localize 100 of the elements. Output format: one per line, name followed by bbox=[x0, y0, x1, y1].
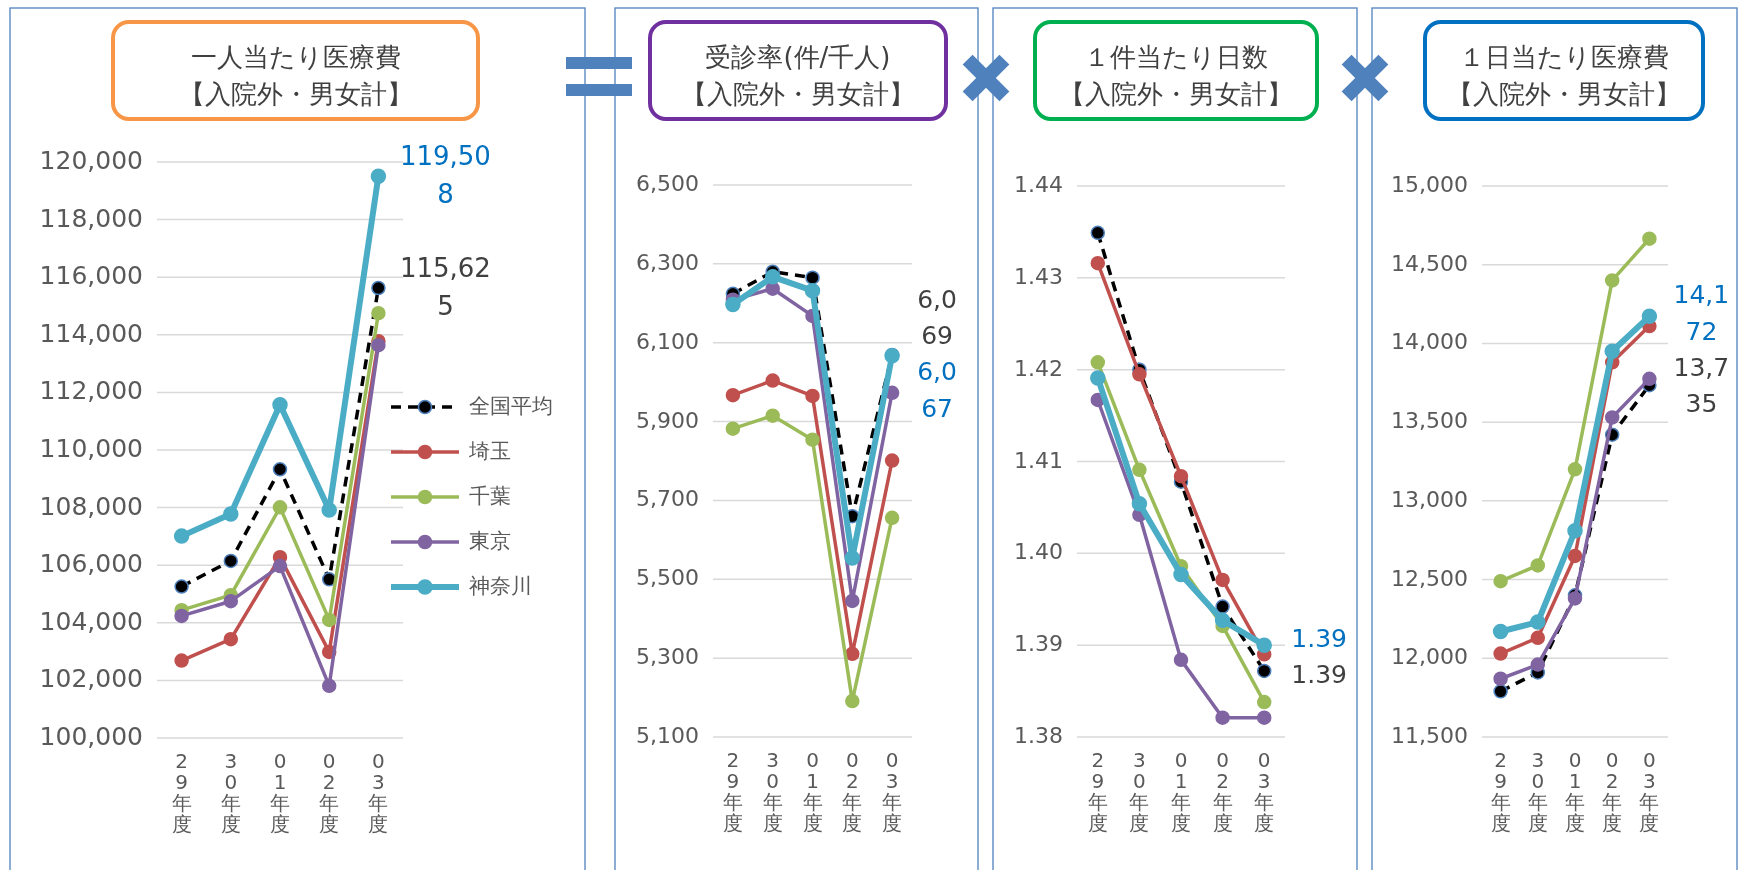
y-tick-label: 1.43 bbox=[1014, 263, 1063, 289]
point bbox=[1090, 255, 1106, 271]
y-tick-label: 5,900 bbox=[636, 407, 699, 433]
x-tick-label: 29年度 bbox=[722, 748, 743, 835]
point bbox=[321, 678, 337, 694]
point bbox=[223, 506, 239, 522]
point bbox=[1173, 566, 1189, 583]
point bbox=[371, 337, 386, 353]
x-tick-label: 30年度 bbox=[220, 749, 241, 836]
x-tick-label: 03年度 bbox=[1639, 748, 1660, 835]
y-tick-label: 104,000 bbox=[39, 606, 143, 636]
x-tick-label: 30年度 bbox=[1527, 748, 1548, 835]
y-tick-label: 15,000 bbox=[1391, 172, 1468, 197]
point bbox=[1493, 671, 1508, 686]
y-tick-label: 6,300 bbox=[636, 249, 699, 275]
y-tick-label: 112,000 bbox=[39, 376, 143, 406]
chart-subtitle: 【入院外・男女計】 bbox=[681, 78, 915, 109]
point bbox=[1530, 558, 1546, 573]
data-label: 115,625 bbox=[399, 252, 491, 321]
y-tick-label: 5,700 bbox=[636, 486, 699, 512]
y-tick-label: 6,500 bbox=[636, 171, 699, 196]
point bbox=[1493, 573, 1508, 589]
y-tick-label: 13,500 bbox=[1391, 408, 1468, 434]
y-tick-label: 5,100 bbox=[636, 723, 699, 748]
point bbox=[1132, 367, 1147, 382]
point bbox=[1256, 694, 1272, 710]
x-tick-label: 03年度 bbox=[368, 749, 389, 836]
point bbox=[223, 631, 239, 647]
y-tick-label: 1.44 bbox=[1014, 172, 1063, 197]
y-tick-label: 6,100 bbox=[636, 328, 699, 354]
point bbox=[1493, 684, 1508, 699]
y-tick-label: 118,000 bbox=[39, 203, 143, 233]
point bbox=[1215, 572, 1230, 588]
data-label: 119,508 bbox=[399, 140, 491, 209]
point bbox=[725, 296, 741, 313]
x-tick-label: 29年度 bbox=[1087, 748, 1108, 835]
data-label: 1.39 bbox=[1291, 623, 1348, 653]
x-tick-label: 03年度 bbox=[882, 748, 903, 835]
point bbox=[1604, 410, 1620, 425]
point bbox=[725, 387, 741, 403]
x-tick-label: 01年度 bbox=[270, 749, 290, 836]
x-tick-label: 02年度 bbox=[842, 748, 863, 835]
y-tick-label: 120,000 bbox=[39, 146, 143, 175]
chart-subtitle: 【入院外・男女計】 bbox=[1447, 78, 1681, 109]
y-tick-label: 1.39 bbox=[1014, 631, 1063, 657]
point bbox=[321, 502, 337, 518]
y-tick-label: 106,000 bbox=[39, 549, 143, 579]
point bbox=[272, 462, 288, 477]
point bbox=[1215, 710, 1230, 725]
point bbox=[371, 280, 386, 296]
point bbox=[1641, 308, 1658, 325]
point bbox=[1090, 225, 1106, 241]
point bbox=[765, 408, 780, 423]
point bbox=[223, 553, 239, 569]
legend-label: 神奈川 bbox=[469, 574, 532, 598]
point bbox=[725, 421, 741, 436]
chart-title: 一人当たり医療費 bbox=[190, 41, 401, 72]
point bbox=[1567, 462, 1583, 477]
point bbox=[844, 550, 861, 566]
point bbox=[1131, 495, 1148, 512]
data-label: 6,067 bbox=[917, 357, 957, 423]
point bbox=[1530, 630, 1546, 646]
point bbox=[1256, 663, 1272, 679]
chart-subtitle: 【入院外・男女計】 bbox=[1059, 78, 1293, 109]
x-tick-label: 02年度 bbox=[319, 749, 340, 836]
point bbox=[1604, 273, 1620, 288]
point bbox=[272, 397, 288, 413]
y-tick-label: 1.41 bbox=[1014, 447, 1063, 473]
point bbox=[845, 646, 860, 662]
point bbox=[1492, 623, 1509, 640]
point bbox=[884, 510, 900, 526]
legend-label: 埼玉 bbox=[468, 439, 511, 463]
legend-label: 東京 bbox=[469, 529, 511, 553]
point bbox=[1173, 652, 1189, 668]
x-tick-label: 01年度 bbox=[1171, 748, 1191, 835]
point bbox=[1493, 646, 1508, 661]
y-tick-label: 1.40 bbox=[1014, 539, 1063, 565]
point bbox=[765, 373, 780, 388]
chart-title: １件当たり日数 bbox=[1084, 41, 1268, 72]
point bbox=[1530, 614, 1546, 630]
point bbox=[371, 305, 386, 321]
legend-label: 千葉 bbox=[469, 484, 511, 508]
point bbox=[272, 558, 288, 574]
x-tick-label: 30年度 bbox=[762, 748, 783, 835]
y-tick-label: 114,000 bbox=[39, 318, 143, 348]
point bbox=[1256, 710, 1272, 725]
point bbox=[765, 281, 780, 296]
point bbox=[174, 653, 189, 668]
y-tick-label: 110,000 bbox=[39, 434, 143, 463]
point bbox=[272, 500, 288, 515]
point bbox=[1567, 548, 1583, 564]
y-tick-label: 108,000 bbox=[39, 491, 143, 521]
point bbox=[1604, 343, 1620, 360]
point bbox=[805, 270, 820, 285]
y-tick-label: 1.42 bbox=[1014, 355, 1063, 381]
point bbox=[1090, 370, 1106, 386]
y-tick-label: 1.38 bbox=[1014, 723, 1063, 748]
x-tick-label: 30年度 bbox=[1129, 748, 1150, 835]
y-tick-label: 5,300 bbox=[636, 644, 699, 670]
point bbox=[174, 579, 189, 594]
